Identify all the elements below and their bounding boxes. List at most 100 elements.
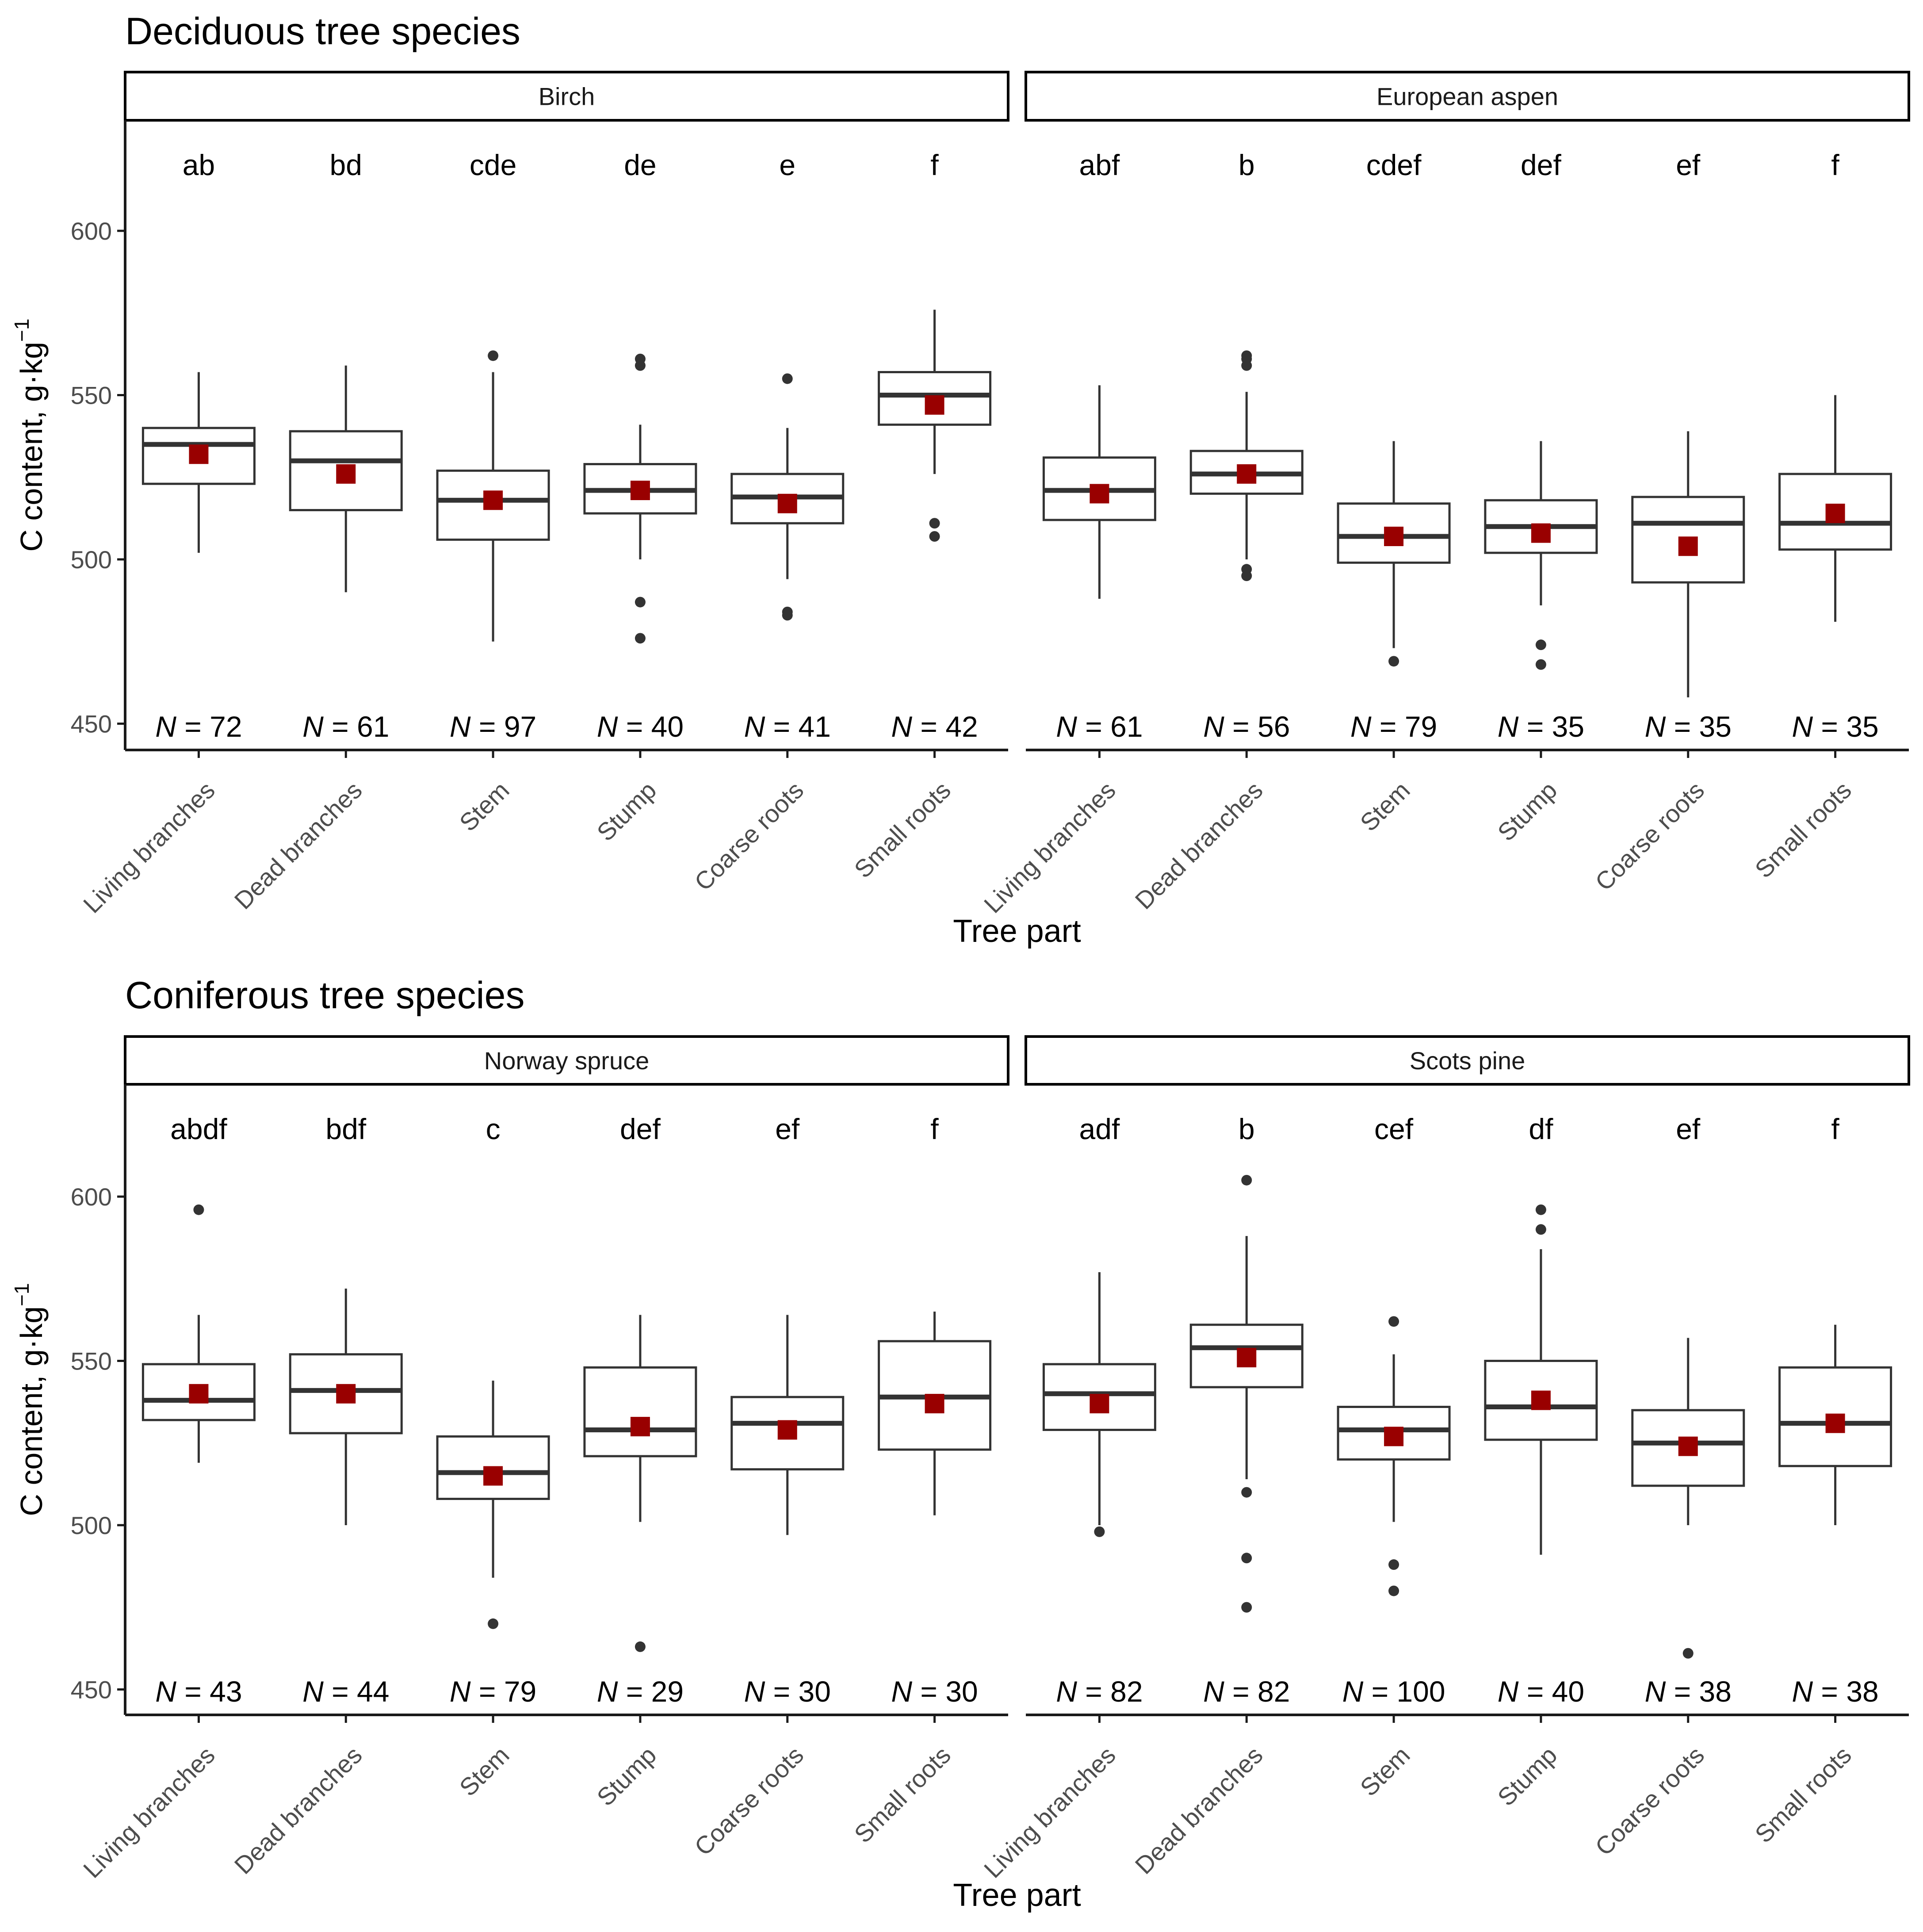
sample-size-symbol: N	[450, 1675, 471, 1708]
y-axis-title: C content, g·kg−1	[10, 1283, 49, 1516]
box-small-roots: f N = 35 Small roots	[1749, 149, 1892, 884]
significance-letters: def	[1521, 149, 1561, 181]
sample-size-symbol: N	[1645, 710, 1666, 743]
significance-letters: adf	[1079, 1113, 1120, 1145]
sample-size-symbol: N	[1645, 1675, 1666, 1708]
significance-letters: cef	[1374, 1113, 1414, 1145]
sample-size-label: N = 79	[450, 1675, 536, 1708]
sample-size-symbol: N	[1203, 710, 1224, 743]
sample-size-equals: =	[618, 710, 651, 743]
sample-size-symbol: N	[450, 710, 471, 743]
mean-marker	[777, 1420, 797, 1440]
box-living-branches: abdf N = 43 Living branches	[78, 1113, 256, 1883]
box-stem: cef N = 100 Stem	[1337, 1113, 1451, 1802]
significance-letters: cdef	[1366, 149, 1422, 181]
sample-size-symbol: N	[1056, 1675, 1077, 1708]
box-small-roots: f N = 38 Small roots	[1749, 1113, 1892, 1848]
outlier-point	[1388, 1559, 1399, 1570]
outlier-point	[635, 1641, 646, 1652]
significance-letters: abdf	[170, 1113, 227, 1145]
sample-size-symbol: N	[597, 1675, 618, 1708]
box-coarse-roots: ef N = 30 Coarse roots	[689, 1113, 845, 1861]
outlier-point	[1682, 1648, 1694, 1659]
sample-size-equals: =	[471, 1675, 504, 1708]
mean-marker	[1384, 526, 1404, 546]
sample-size-symbol: N	[1792, 710, 1813, 743]
x-tick-label: Coarse roots	[689, 1741, 809, 1861]
x-tick-label: Small roots	[849, 1741, 956, 1848]
sample-size-label: N = 38	[1645, 1675, 1732, 1708]
sample-size-equals: =	[176, 1675, 210, 1708]
sample-size-equals: =	[1518, 710, 1552, 743]
box-living-branches: ab N = 72 Living branches	[78, 149, 256, 918]
sample-size-equals: =	[912, 710, 945, 743]
outlier-point	[929, 518, 940, 529]
x-tick-label: Dead branches	[229, 776, 367, 914]
sample-size-value: 97	[504, 710, 536, 743]
sample-size-label: N = 61	[302, 710, 389, 743]
sample-size-label: N = 38	[1792, 1675, 1878, 1708]
sample-size-symbol: N	[155, 1675, 176, 1708]
sample-size-symbol: N	[1498, 1675, 1519, 1708]
y-axis-title-superscript: −1	[10, 1283, 33, 1306]
sample-size-equals: =	[1813, 710, 1846, 743]
significance-letters: f	[930, 149, 939, 181]
significance-letters: bdf	[325, 1113, 366, 1145]
box-small-roots: f N = 30 Small roots	[849, 1113, 992, 1848]
mean-marker	[630, 1417, 650, 1437]
outlier-point	[635, 597, 646, 608]
mean-marker	[336, 1384, 356, 1404]
box-stump: def N = 35 Stump	[1484, 149, 1598, 846]
box-stump: def N = 29 Stump	[583, 1113, 697, 1811]
significance-letters: ef	[1676, 1113, 1701, 1145]
sample-size-symbol: N	[302, 1675, 324, 1708]
sample-size-value: 72	[210, 710, 242, 743]
sample-size-symbol: N	[1498, 710, 1519, 743]
box-stem: c N = 79 Stem	[436, 1113, 550, 1802]
sample-size-symbol: N	[1203, 1675, 1224, 1708]
sample-size-equals: =	[765, 1675, 798, 1708]
facet-strip-label: European aspen	[1376, 83, 1558, 111]
mean-marker	[189, 444, 209, 464]
sample-size-value: 40	[1552, 1675, 1584, 1708]
x-axis-title: Tree part	[953, 914, 1081, 949]
sample-size-symbol: N	[744, 1675, 765, 1708]
x-tick-label: Stump	[591, 776, 661, 846]
sample-size-value: 30	[798, 1675, 830, 1708]
sample-size-equals: =	[176, 710, 210, 743]
outlier-point	[1535, 659, 1546, 670]
mean-marker	[1531, 1390, 1551, 1410]
facet-strip-label: Scots pine	[1410, 1047, 1525, 1075]
sample-size-label: N = 56	[1203, 710, 1290, 743]
sample-size-equals: =	[618, 1675, 651, 1708]
mean-marker	[1237, 464, 1257, 484]
sample-size-value: 35	[1552, 710, 1584, 743]
sample-size-label: N = 35	[1792, 710, 1878, 743]
outlier-point	[1388, 1585, 1399, 1596]
sample-size-equals: =	[1224, 710, 1258, 743]
sample-size-symbol: N	[891, 710, 912, 743]
sample-size-equals: =	[1666, 710, 1699, 743]
sample-size-value: 41	[798, 710, 830, 743]
y-tick-label: 600	[71, 1183, 112, 1211]
sample-size-label: N = 41	[744, 710, 831, 743]
sample-size-value: 29	[651, 1675, 684, 1708]
mean-marker	[1678, 1436, 1698, 1456]
panel-european-aspen: European aspen abf N = 61 Living branches b N…	[979, 71, 1910, 918]
outlier-point	[488, 1618, 499, 1629]
sample-size-value: 30	[945, 1675, 978, 1708]
significance-letters: de	[624, 149, 656, 181]
significance-letters: ef	[1676, 149, 1701, 181]
facet-strip	[124, 71, 1009, 122]
significance-letters: df	[1529, 1113, 1553, 1145]
sample-size-value: 100	[1396, 1675, 1445, 1708]
x-tick-label: Small roots	[849, 776, 956, 884]
sample-size-value: 61	[357, 710, 389, 743]
sample-size-label: N = 40	[597, 710, 684, 743]
sample-size-value: 82	[1110, 1675, 1143, 1708]
box-coarse-roots: ef N = 35 Coarse roots	[1590, 149, 1745, 896]
significance-letters: f	[1831, 149, 1839, 181]
y-axis-title: C content, g·kg−1	[10, 318, 49, 551]
sample-size-equals: =	[765, 710, 798, 743]
